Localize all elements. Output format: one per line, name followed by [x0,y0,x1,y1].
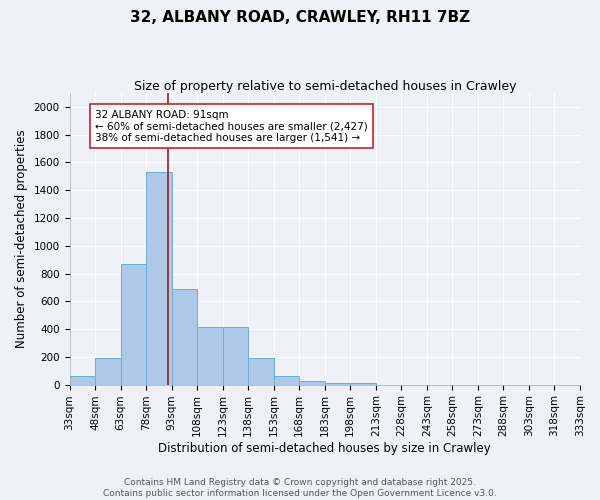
Bar [248,358,274,384]
Text: 32 ALBANY ROAD: 91sqm
← 60% of semi-detached houses are smaller (2,427)
38% of s: 32 ALBANY ROAD: 91sqm ← 60% of semi-deta… [95,110,368,143]
Text: Contains HM Land Registry data © Crown copyright and database right 2025.
Contai: Contains HM Land Registry data © Crown c… [103,478,497,498]
Text: 32, ALBANY ROAD, CRAWLEY, RH11 7BZ: 32, ALBANY ROAD, CRAWLEY, RH11 7BZ [130,10,470,25]
Bar [146,172,172,384]
Bar [350,382,376,384]
Bar [70,376,95,384]
Bar [299,381,325,384]
Bar [223,327,248,384]
Bar [121,264,146,384]
Title: Size of property relative to semi-detached houses in Crawley: Size of property relative to semi-detach… [134,80,516,93]
Bar [172,290,197,384]
Y-axis label: Number of semi-detached properties: Number of semi-detached properties [15,130,28,348]
Bar [197,327,223,384]
Bar [325,382,350,384]
Bar [274,376,299,384]
Bar [95,358,121,384]
X-axis label: Distribution of semi-detached houses by size in Crawley: Distribution of semi-detached houses by … [158,442,491,455]
